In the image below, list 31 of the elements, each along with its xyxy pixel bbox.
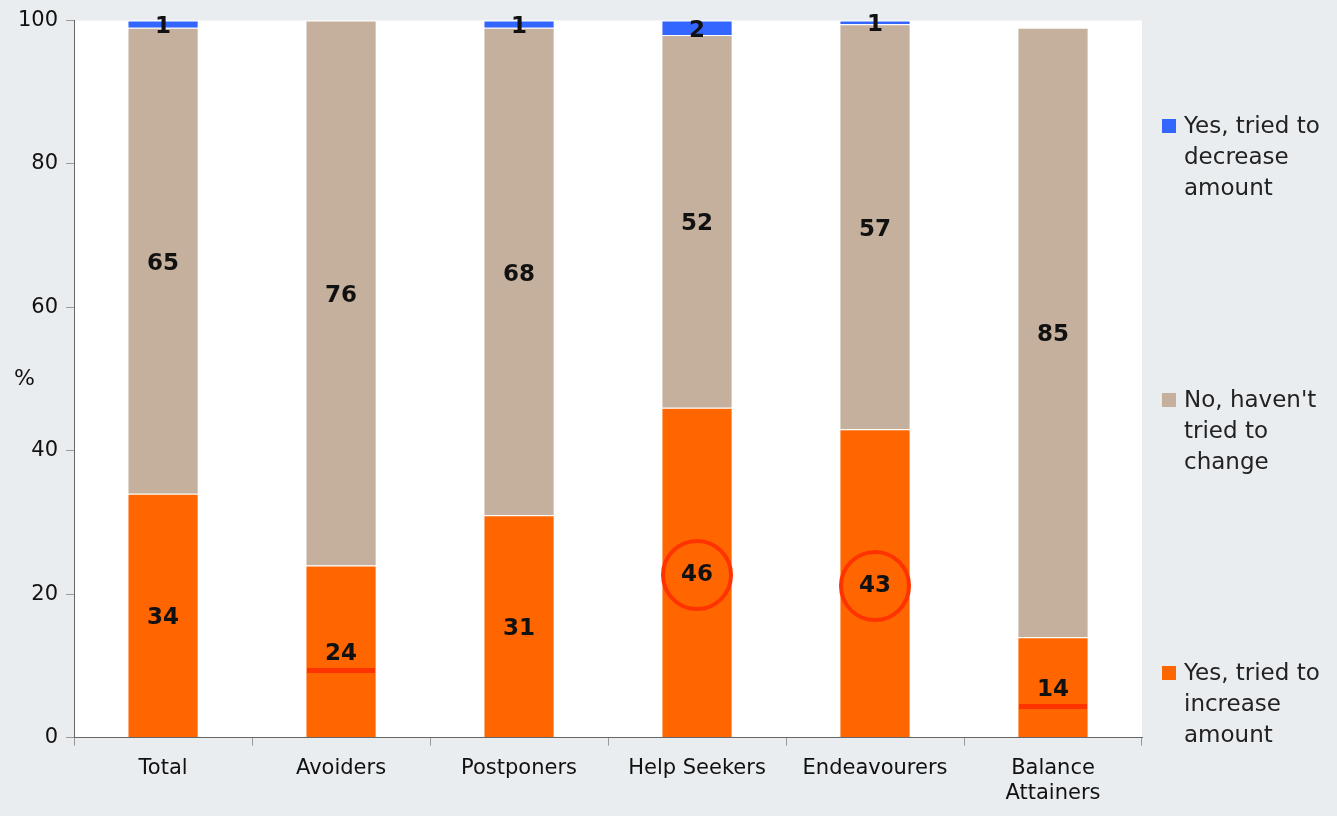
data-label: 24 [325, 639, 358, 666]
data-label: 52 [681, 209, 714, 236]
data-label: 31 [503, 614, 536, 641]
y-tick-label: 80 [31, 150, 59, 175]
legend-label: Yes, tried to decrease amount [1184, 111, 1321, 202]
y-tick-label: 20 [31, 580, 59, 605]
data-label: 76 [325, 281, 358, 308]
data-label: 1 [511, 12, 528, 39]
data-label: 14 [1037, 675, 1070, 702]
legend-label: Yes, tried to increase amount [1184, 658, 1321, 749]
x-tick-label: Total [137, 754, 188, 779]
y-tick-label: 100 [17, 7, 59, 32]
legend-label: No, haven't tried to change [1184, 384, 1318, 476]
data-label: 1 [155, 12, 172, 39]
x-tick-label: Endeavourers [802, 754, 948, 779]
x-tick-label: Avoiders [296, 754, 387, 779]
data-label: 43 [859, 571, 892, 598]
y-axis-title: % [14, 365, 35, 391]
data-label: 85 [1037, 320, 1070, 347]
x-tick-label: Postponers [461, 754, 578, 779]
data-label: 68 [503, 259, 536, 286]
y-tick-label: 0 [44, 724, 59, 749]
data-label: 34 [147, 603, 180, 630]
x-tick-label: Balance Attainers [1005, 754, 1101, 804]
y-tick-label: 60 [31, 293, 59, 318]
data-label: 46 [681, 560, 714, 587]
data-label: 2 [689, 15, 706, 42]
y-tick-label: 40 [31, 437, 59, 462]
data-label: 57 [859, 214, 892, 241]
data-label: 65 [147, 248, 180, 275]
x-tick-label: Help Seekers [628, 754, 766, 779]
